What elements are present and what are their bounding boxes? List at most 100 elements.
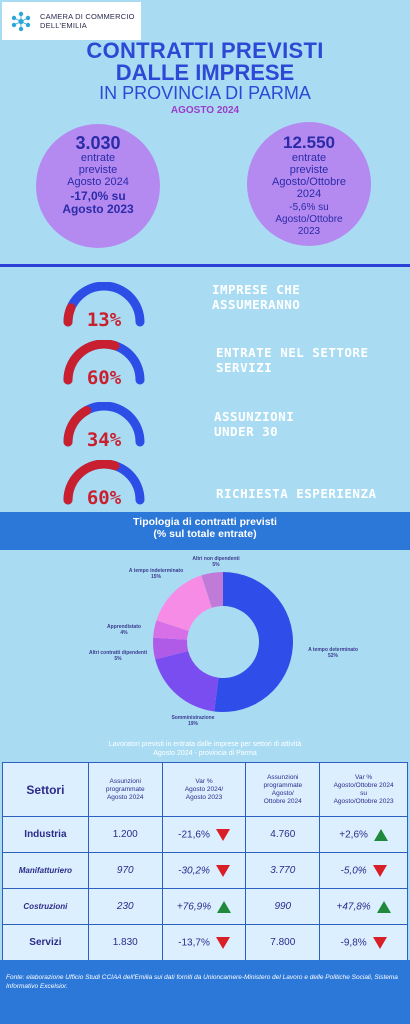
gauge-servizi: 60% — [63, 340, 145, 388]
table-row-industria: Industria 1.200 -21,6% 4.760 +2,6% — [2, 816, 408, 853]
logo: CAMERA DI COMMERCIO DELL'EMILIA — [2, 2, 141, 40]
var-month: -21,6% — [161, 816, 247, 853]
gauge-caption: ASSUNZIONI UNDER 30 — [214, 409, 294, 439]
var-quarter: -9,8% — [319, 924, 408, 961]
var-value: -5,0% — [340, 865, 367, 877]
hires-quarter: 990 — [245, 888, 321, 925]
header-settori: Settori — [2, 762, 89, 817]
gauge-caption-line: IMPRESE CHE — [212, 282, 301, 297]
gauge-value: 60% — [87, 487, 122, 508]
slice-label-value: 19% — [187, 721, 198, 727]
section-divider — [0, 264, 410, 267]
slice-label-name: Apprendistato — [107, 624, 141, 630]
sector-name: Manifatturiero — [2, 852, 89, 889]
sector-name: Costruzioni — [2, 888, 89, 925]
page-title-line-3: IN PROVINCIA DI PARMA — [99, 83, 311, 103]
slice-label-name: Somministrazione — [171, 715, 215, 721]
var-quarter: +47,8% — [319, 888, 408, 925]
donut-slice — [155, 650, 219, 712]
header-line: Var % — [195, 777, 213, 785]
var-month: -30,2% — [161, 852, 247, 889]
var-month: -13,7% — [161, 924, 247, 961]
header-assunzioni-trimestre: Assunzioni programmate Agosto/ Ottobre 2… — [245, 762, 321, 817]
slice-label: Apprendistato 4% — [94, 624, 154, 636]
sector-name: Servizi — [2, 924, 89, 961]
hires-month: 1.830 — [87, 924, 163, 961]
slice-label-value: 52% — [327, 653, 338, 659]
header-line: programmate — [105, 785, 145, 793]
page-title-line-2: DALLE IMPRESE — [115, 60, 295, 85]
header-var-trimestre: Var % Agosto/Ottobre 2024 su Agosto/Otto… — [319, 762, 408, 817]
header-line: Agosto/Ottobre 2024 — [333, 781, 394, 789]
gauge-imprese: 13% — [63, 282, 145, 330]
kpi-text: entrate — [80, 152, 116, 164]
trend-triangle-icon — [215, 936, 230, 949]
gauge-fill — [63, 405, 92, 447]
gauge-fill — [63, 340, 120, 385]
header-line: Ottobre 2024 — [263, 797, 302, 805]
table-row-costruzioni: Costruzioni 230 +76,9% 990 +47,8% — [2, 888, 408, 925]
chart-title-band — [0, 512, 410, 550]
gauge-caption-line: UNDER 30 — [214, 424, 279, 439]
hires-month: 1.200 — [87, 816, 163, 853]
kpi-text: previste — [289, 164, 329, 176]
slice-label-name: Altri contratti dipendenti — [88, 650, 148, 656]
gauge-caption: ENTRATE NEL SETTORE SERVIZI — [216, 345, 369, 375]
kpi-variation: Agosto 2023 — [62, 202, 134, 216]
slice-label-value: 4% — [120, 630, 128, 636]
gauge-caption-line: SERVIZI — [216, 360, 273, 375]
table-title: Lavoratori previsti in entrata dalle imp… — [0, 740, 410, 758]
sector-table: Settori Assunzioni programmate Agosto 20… — [2, 762, 408, 961]
chart-subtitle-text: (% sul totale entrate) — [153, 528, 257, 540]
kpi-number: 12.550 — [283, 133, 335, 152]
header-line: Agosto/ — [271, 789, 294, 797]
gauge-caption-line: ASSUMERANNO — [212, 297, 301, 312]
trend-triangle-icon — [215, 828, 230, 841]
header-line: Assunzioni — [109, 777, 141, 785]
gauge-under30: 34% — [63, 402, 145, 450]
var-value: -21,6% — [178, 829, 210, 841]
trend-triangle-icon — [376, 900, 391, 913]
org-line-1: CAMERA DI COMMERCIO — [40, 12, 135, 21]
var-value: +2,6% — [339, 829, 368, 841]
var-value: -9,8% — [340, 937, 367, 949]
donut-chart: A tempo determinato 52% Somministrazione… — [0, 550, 410, 735]
table-title-line: Agosto 2024 - provincia di Parma — [153, 750, 257, 757]
slice-label: Altri non dipendenti 5% — [184, 556, 248, 568]
gauge-caption-line: RICHIESTA ESPERIENZA — [216, 486, 377, 501]
slice-label-name: A tempo determinato — [308, 647, 358, 653]
kpi-circle-monthly: 3.030 entrate previste Agosto 2024 -17,0… — [36, 124, 160, 248]
header-line: Agosto 2024 — [106, 793, 144, 801]
donut-slice — [156, 575, 212, 631]
header-line: su — [360, 789, 368, 797]
kpi-variation: -17,0% su — [70, 189, 126, 203]
table-title-line: Lavoratori previsti in entrata dalle imp… — [108, 741, 302, 748]
footer-source: Fonte: elaborazione Ufficio Studi CCIAA … — [6, 974, 398, 990]
kpi-number: 3.030 — [75, 133, 121, 153]
kpi-circle-quarterly: 12.550 entrate previste Agosto/Ottobre 2… — [247, 122, 371, 246]
kpi-variation: -5,6% su — [289, 202, 329, 213]
header-var-mese: Var % Agosto 2024/ Agosto 2023 — [161, 762, 247, 817]
hires-month: 970 — [87, 852, 163, 889]
kpi-variation: Agosto/Ottobre — [275, 214, 343, 225]
header-line: programmate — [263, 781, 303, 789]
header-line: Var % — [354, 773, 373, 781]
var-value: +76,9% — [176, 901, 212, 913]
slice-label: A tempo determinato 52% — [298, 647, 368, 659]
kpi-text: Agosto/Ottobre — [272, 176, 346, 188]
slice-label-value: 5% — [212, 562, 220, 568]
trend-triangle-icon — [215, 864, 230, 877]
slice-label-value: 15% — [150, 574, 161, 580]
hires-quarter: 4.760 — [245, 816, 321, 853]
header-line: Agosto 2024/ — [184, 785, 224, 793]
gauge-caption-line: ASSUNZIONI — [214, 409, 295, 424]
header-line: Agosto 2023 — [185, 793, 223, 801]
kpi-text: previste — [78, 164, 118, 176]
donut-svg — [152, 572, 293, 712]
gauge-value: 13% — [87, 309, 122, 330]
table-header-row: Settori Assunzioni programmate Agosto 20… — [2, 762, 408, 817]
trend-triangle-icon — [372, 936, 387, 949]
donut-slice — [152, 637, 189, 660]
gauge-fill — [63, 303, 76, 327]
hires-month: 230 — [87, 888, 163, 925]
